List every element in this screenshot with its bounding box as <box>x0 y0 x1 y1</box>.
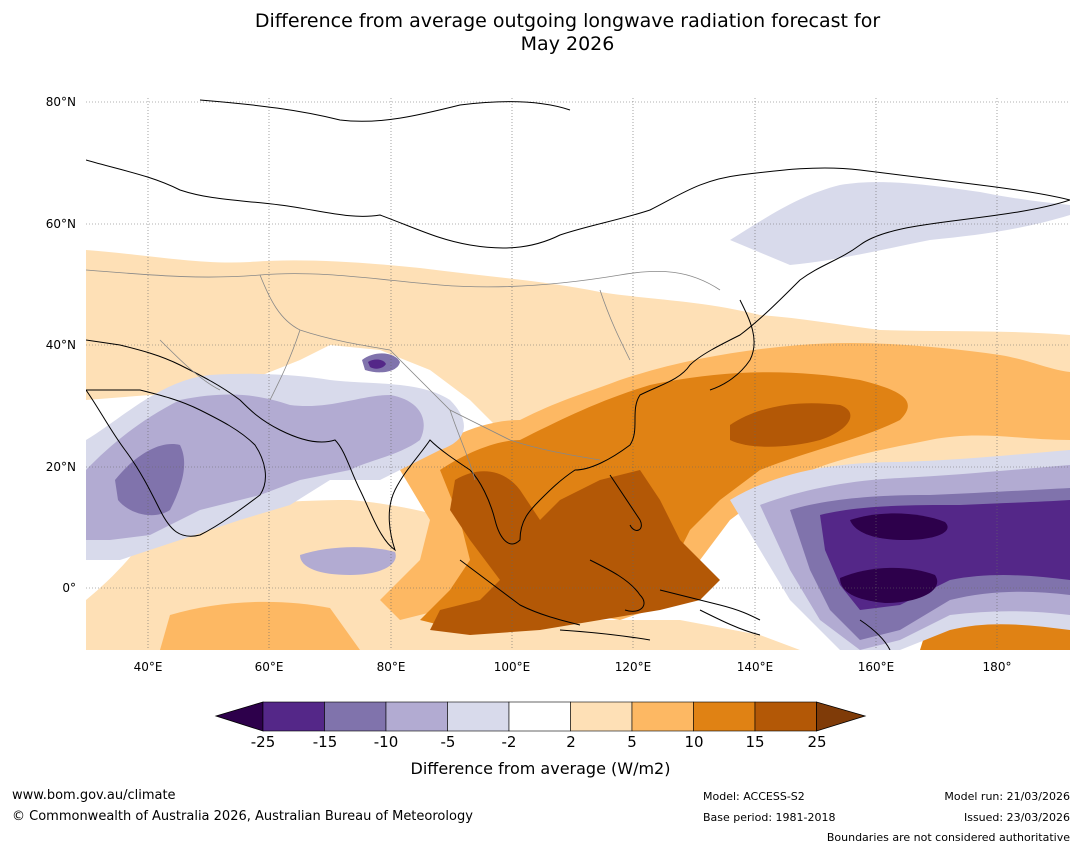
lon-label-180: 180° <box>982 660 1012 674</box>
lon-label-80e: 80°E <box>376 660 406 674</box>
base-period: Base period: 1981-2018 <box>703 811 836 824</box>
colorbar-tick-15: 15 <box>745 733 765 751</box>
lon-label-140e: 140°E <box>736 660 774 674</box>
colorbar-tick-minus-25: -25 <box>250 733 276 751</box>
colorbar-tick-10: 10 <box>684 733 704 751</box>
anomaly-region-southwest-orange <box>160 601 360 650</box>
colorbar-segment <box>754 701 817 732</box>
country-borders <box>86 269 721 481</box>
colorbar <box>214 701 867 732</box>
colorbar-segment <box>447 701 510 732</box>
lon-label-100e: 100°E <box>493 660 531 674</box>
colorbar-extend-low <box>214 701 264 732</box>
lat-label-0: 0° <box>62 581 76 595</box>
colorbar-segment <box>631 701 694 732</box>
anomaly-region-dark-purple-spot-north <box>368 359 386 369</box>
colorbar-tick-minus-15: -15 <box>312 733 338 751</box>
colorbar-tick-2: 2 <box>566 733 576 751</box>
lon-label-40e: 40°E <box>133 660 163 674</box>
lon-label-60e: 60°E <box>254 660 284 674</box>
anomaly-region-lavender-siberia <box>730 182 1070 265</box>
title-line-2: May 2026 <box>520 33 615 55</box>
anomaly-region-deep-purple-core-south <box>840 567 938 603</box>
chart-title: Difference from average outgoing longwav… <box>0 10 1081 56</box>
colorbar-tick-25: 25 <box>807 733 827 751</box>
colorbar-tick-5: 5 <box>627 733 637 751</box>
website-link[interactable]: www.bom.gov.au/climate <box>12 788 176 803</box>
colorbar-tick-minus-2: -2 <box>501 733 517 751</box>
lat-label-20n: 20°N <box>45 460 76 474</box>
model-name: Model: ACCESS-S2 <box>703 790 805 803</box>
title-line-1: Difference from average outgoing longwav… <box>254 10 881 32</box>
boundaries-disclaimer: Boundaries are not considered authoritat… <box>826 831 1070 844</box>
lat-label-80n: 80°N <box>45 95 76 109</box>
copyright-text: © Commonwealth of Australia 2026, Austra… <box>12 809 473 824</box>
colorbar-segment <box>324 701 387 732</box>
anomaly-field <box>86 98 1070 650</box>
issued-date: Issued: 23/03/2026 <box>963 811 1070 824</box>
anomaly-region-lilac-south <box>300 547 396 575</box>
colorbar-segment <box>570 701 633 732</box>
graticule <box>86 98 1070 650</box>
colorbar-segment <box>385 701 448 732</box>
colorbar-tick-minus-10: -10 <box>373 733 399 751</box>
colorbar-segment <box>508 701 571 732</box>
colorbar-segment <box>262 701 325 732</box>
colorbar-label: Difference from average (W/m2) <box>410 759 671 778</box>
colorbar-segment <box>693 701 756 732</box>
anomaly-region-deep-purple-core-north <box>850 513 948 540</box>
anomaly-region-dark-orange-east <box>730 403 851 447</box>
lat-label-40n: 40°N <box>45 338 76 352</box>
colorbar-extend-high <box>816 701 867 732</box>
lon-label-160e: 160°E <box>857 660 895 674</box>
model-run-date: Model run: 21/03/2026 <box>944 790 1070 803</box>
lat-label-60n: 60°N <box>45 217 76 231</box>
colorbar-tick-minus-5: -5 <box>440 733 456 751</box>
lon-label-120e: 120°E <box>614 660 652 674</box>
anomaly-region-dark-orange-core <box>430 470 720 635</box>
anomaly-region-slate-purple-west <box>115 444 185 516</box>
coastlines <box>86 99 1070 650</box>
